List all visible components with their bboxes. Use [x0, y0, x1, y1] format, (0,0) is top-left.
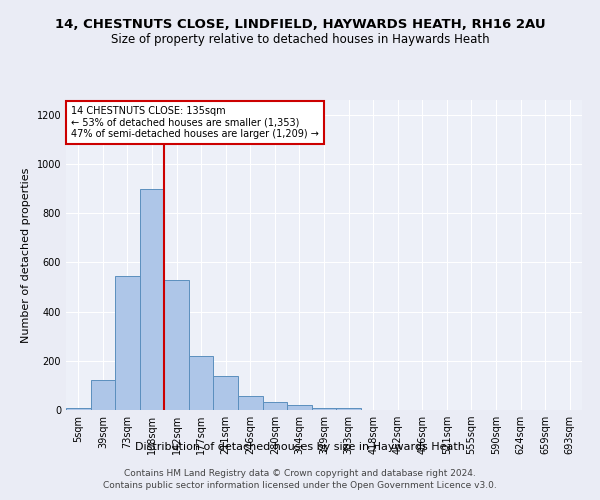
Bar	[312, 408, 336, 410]
Text: Distribution of detached houses by size in Haywards Heath: Distribution of detached houses by size …	[135, 442, 465, 452]
Bar	[115, 276, 140, 410]
Y-axis label: Number of detached properties: Number of detached properties	[21, 168, 31, 342]
Bar	[164, 280, 189, 410]
Text: Contains HM Land Registry data © Crown copyright and database right 2024.: Contains HM Land Registry data © Crown c…	[124, 468, 476, 477]
Text: 14, CHESTNUTS CLOSE, LINDFIELD, HAYWARDS HEATH, RH16 2AU: 14, CHESTNUTS CLOSE, LINDFIELD, HAYWARDS…	[55, 18, 545, 30]
Bar	[66, 408, 91, 410]
Text: Size of property relative to detached houses in Haywards Heath: Size of property relative to detached ho…	[110, 32, 490, 46]
Bar	[238, 396, 263, 410]
Bar	[263, 402, 287, 410]
Bar	[189, 356, 214, 410]
Text: 14 CHESTNUTS CLOSE: 135sqm
← 53% of detached houses are smaller (1,353)
47% of s: 14 CHESTNUTS CLOSE: 135sqm ← 53% of deta…	[71, 106, 319, 140]
Bar	[214, 376, 238, 410]
Bar	[91, 380, 115, 410]
Text: Contains public sector information licensed under the Open Government Licence v3: Contains public sector information licen…	[103, 481, 497, 490]
Bar	[140, 188, 164, 410]
Bar	[336, 408, 361, 410]
Bar	[287, 405, 312, 410]
